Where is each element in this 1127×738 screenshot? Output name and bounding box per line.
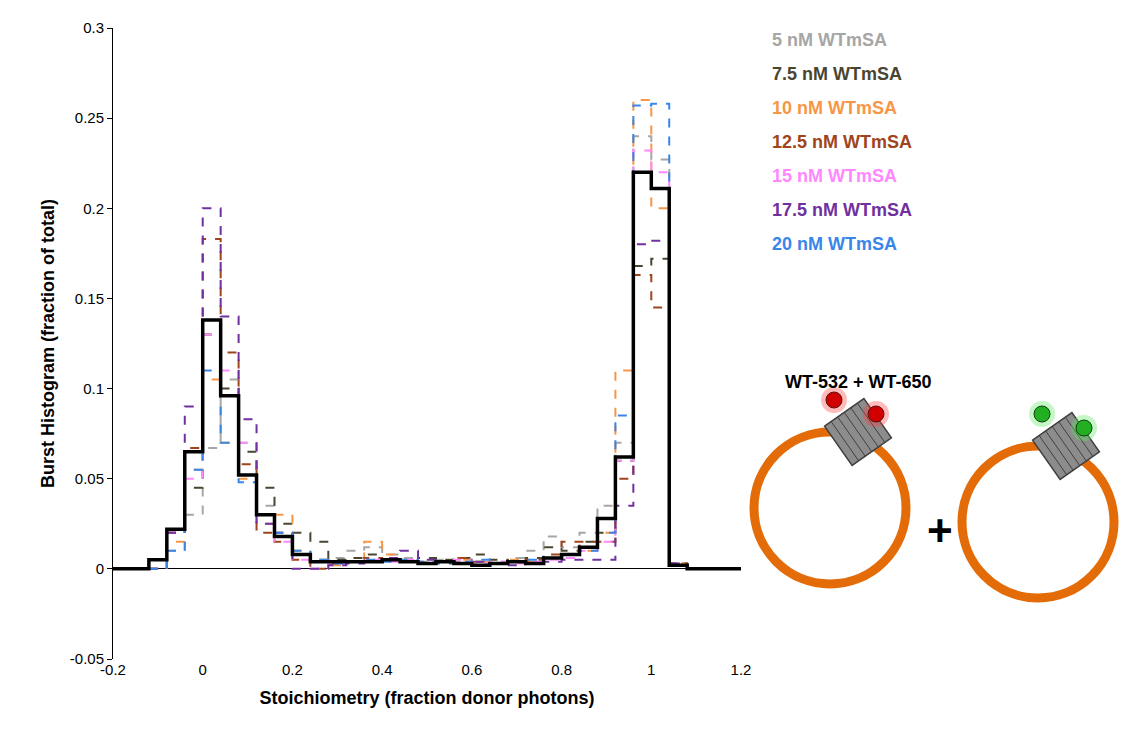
- svg-text:10 nM WTmSA: 10 nM WTmSA: [772, 98, 897, 118]
- svg-text:-0.05: -0.05: [70, 650, 104, 667]
- svg-text:0.2: 0.2: [83, 200, 104, 217]
- svg-text:0: 0: [96, 560, 104, 577]
- svg-text:0.4: 0.4: [372, 661, 393, 678]
- svg-text:Stoichiometry (fraction donor: Stoichiometry (fraction donor photons): [260, 688, 595, 708]
- svg-text:0.1: 0.1: [83, 380, 104, 397]
- svg-text:1.2: 1.2: [731, 661, 752, 678]
- svg-text:5 nM WTmSA: 5 nM WTmSA: [772, 30, 887, 50]
- svg-text:20 nM WTmSA: 20 nM WTmSA: [772, 234, 897, 254]
- svg-text:0.15: 0.15: [75, 290, 104, 307]
- svg-text:-0.2: -0.2: [100, 661, 126, 678]
- svg-text:12.5 nM WTmSA: 12.5 nM WTmSA: [772, 132, 912, 152]
- svg-text:Burst Histogram (fraction of t: Burst Histogram (fraction of total): [38, 199, 58, 488]
- svg-text:0.25: 0.25: [75, 109, 104, 126]
- svg-text:WT-532 + WT-650: WT-532 + WT-650: [785, 372, 932, 392]
- svg-text:0.05: 0.05: [75, 470, 104, 487]
- svg-text:1: 1: [647, 661, 655, 678]
- svg-text:15 nM WTmSA: 15 nM WTmSA: [772, 166, 897, 186]
- svg-text:+: +: [927, 506, 953, 555]
- svg-text:0.6: 0.6: [461, 661, 482, 678]
- svg-text:0.2: 0.2: [282, 661, 303, 678]
- svg-text:7.5 nM WTmSA: 7.5 nM WTmSA: [772, 64, 902, 84]
- svg-text:0: 0: [199, 661, 207, 678]
- svg-text:0.8: 0.8: [551, 661, 572, 678]
- svg-text:0.3: 0.3: [83, 19, 104, 36]
- svg-text:17.5 nM WTmSA: 17.5 nM WTmSA: [772, 200, 912, 220]
